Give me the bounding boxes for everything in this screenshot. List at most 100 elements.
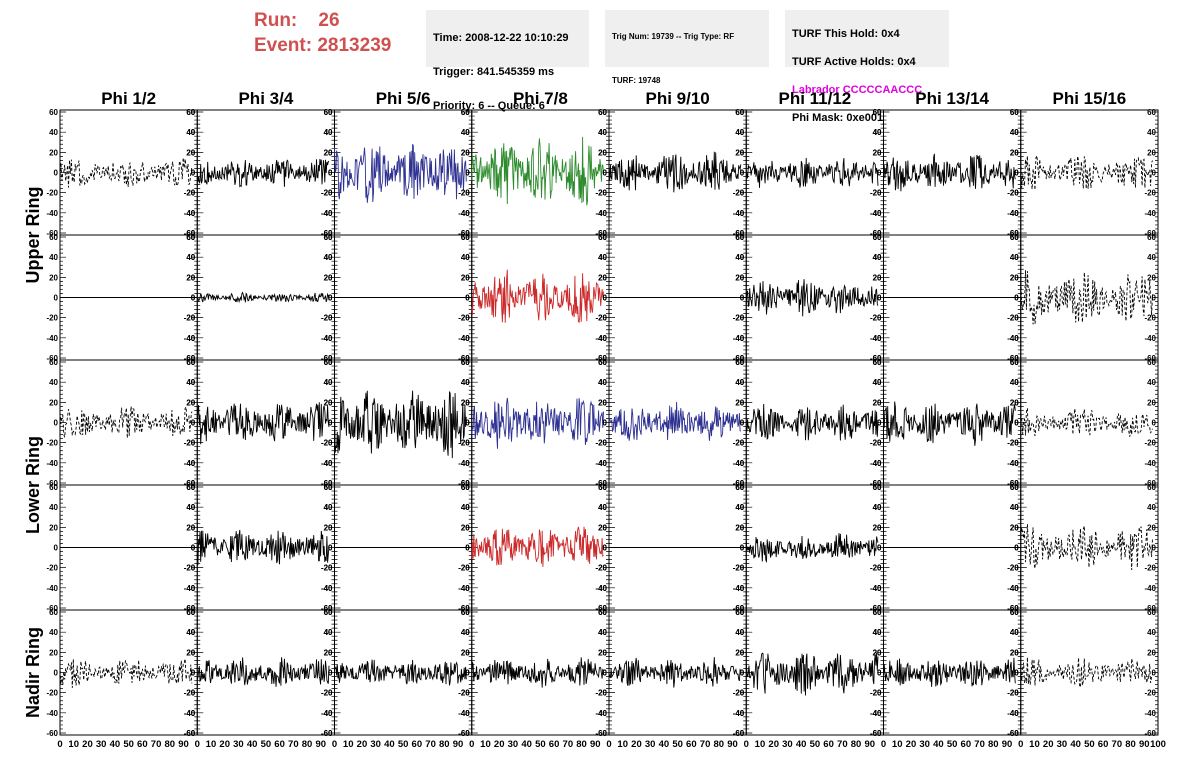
y-tick-right-r3-c6--60: -60 — [870, 479, 882, 488]
x-tick-c8-0: 0 — [1018, 739, 1023, 750]
panel-ticks-r2-c3 — [334, 236, 472, 359]
y-tick-right-r1-c1--20: -20 — [184, 189, 196, 198]
y-tick-right-r2-c5-40: 40 — [735, 253, 744, 262]
y-tick-right-r5-c7-60: 60 — [1010, 608, 1019, 617]
y-tick-right-r5-c2--60: -60 — [321, 729, 333, 738]
y-tick-right-r2-c6--40: -40 — [870, 334, 882, 343]
y-tick-left-r2-c1--40: -40 — [46, 334, 58, 343]
panel-frame-r3-c8 — [1020, 359, 1159, 486]
y-tick-left-r2-c5-20: 20 — [598, 273, 607, 282]
y-tick-left-r4-c7--40: -40 — [870, 584, 882, 593]
y-tick-left-r1-c3-20: 20 — [324, 148, 333, 157]
y-tick-right-r2-c8-20: 20 — [1147, 273, 1156, 282]
waveform-r5-c7 — [883, 657, 1016, 687]
y-tick-left-r2-c5--20: -20 — [595, 314, 607, 323]
labrador-text: Labrador CCCCCAACCC — [792, 84, 923, 96]
y-tick-right-r2-c5--40: -40 — [733, 334, 745, 343]
y-tick-right-r2-c3-40: 40 — [461, 253, 470, 262]
y-tick-left-r3-c5--60: -60 — [595, 479, 607, 488]
y-tick-right-r2-c8-60: 60 — [1147, 233, 1156, 242]
y-tick-right-r2-c6--20: -20 — [870, 314, 882, 323]
y-tick-left-r3-c3-60: 60 — [324, 358, 333, 367]
y-tick-left-r5-c6--40: -40 — [733, 709, 745, 718]
y-tick-left-r1-c1-20: 20 — [49, 148, 58, 157]
y-tick-left-r4-c7-0: 0 — [877, 544, 882, 553]
y-tick-right-r3-c7--60: -60 — [1007, 479, 1019, 488]
y-tick-left-r4-c7--20: -20 — [870, 564, 882, 573]
y-tick-right-r1-c6--20: -20 — [870, 189, 882, 198]
panel-ticks-r1-c7 — [883, 111, 1021, 234]
x-tick-c4-50: 50 — [535, 739, 546, 750]
y-tick-left-r1-c8--20: -20 — [1007, 189, 1019, 198]
y-tick-right-r2-c7-60: 60 — [1010, 233, 1019, 242]
y-tick-right-r3-c3-0: 0 — [465, 419, 470, 428]
trig-num-text: Trig Num: 19739 -- Trig Type: RF — [612, 32, 735, 41]
y-tick-left-r5-c1--20: -20 — [46, 689, 58, 698]
panel-ticks-r1-c6 — [746, 111, 884, 234]
y-tick-left-r5-c5--20: -20 — [595, 689, 607, 698]
y-tick-right-r2-c6-60: 60 — [873, 233, 882, 242]
y-tick-right-r5-c3-20: 20 — [461, 648, 470, 657]
y-tick-right-r2-c8--40: -40 — [1144, 334, 1156, 343]
y-tick-left-r1-c5-40: 40 — [598, 128, 607, 137]
y-tick-right-r5-c1-40: 40 — [186, 628, 195, 637]
y-tick-right-r3-c2-0: 0 — [328, 419, 333, 428]
y-tick-left-r2-c1--20: -20 — [46, 314, 58, 323]
column-header-5: Phi 9/10 — [645, 89, 709, 108]
x-tick-c7-50: 50 — [947, 739, 958, 750]
y-tick-right-r5-c5--60: -60 — [733, 729, 745, 738]
y-tick-left-r2-c6--40: -40 — [733, 334, 745, 343]
panel-ticks-r5-c3 — [334, 611, 472, 734]
y-tick-left-r4-c1--20: -20 — [46, 564, 58, 573]
panel-ticks-r4-c7 — [883, 486, 1021, 609]
y-tick-right-r3-c6-40: 40 — [873, 378, 882, 387]
y-tick-right-r2-c4-0: 0 — [603, 294, 608, 303]
y-tick-right-r2-c5--60: -60 — [733, 354, 745, 363]
y-tick-right-r3-c1--20: -20 — [184, 439, 196, 448]
y-tick-right-r4-c1--60: -60 — [184, 604, 196, 613]
y-tick-left-r1-c2--20: -20 — [184, 189, 196, 198]
x-tick-c1-30: 30 — [96, 739, 107, 750]
y-tick-right-r4-c3-40: 40 — [461, 503, 470, 512]
y-tick-left-r1-c6-60: 60 — [735, 108, 744, 117]
y-tick-right-r3-c4--20: -20 — [595, 439, 607, 448]
x-tick-c8-40: 40 — [1070, 739, 1081, 750]
y-tick-right-r4-c4--40: -40 — [595, 584, 607, 593]
x-tick-c1-60: 60 — [137, 739, 148, 750]
time-info-box: Time: 2008-12-22 10:10:29 Trigger: 841.5… — [426, 10, 589, 112]
y-tick-right-r4-c1-40: 40 — [186, 503, 195, 512]
y-tick-left-r1-c3--20: -20 — [321, 189, 333, 198]
y-tick-left-r3-c2--40: -40 — [184, 459, 196, 468]
y-tick-right-r2-c5-20: 20 — [735, 273, 744, 282]
y-tick-right-r1-c2-40: 40 — [324, 128, 333, 137]
x-tick-c6-30: 30 — [782, 739, 793, 750]
y-tick-left-r5-c1-60: 60 — [49, 608, 58, 617]
y-tick-right-r1-c3--40: -40 — [458, 209, 470, 218]
y-tick-left-r5-c5-60: 60 — [598, 608, 607, 617]
y-tick-left-r4-c8-40: 40 — [1010, 503, 1019, 512]
y-tick-right-r5-c4--20: -20 — [595, 689, 607, 698]
y-tick-left-r5-c7--40: -40 — [870, 709, 882, 718]
y-tick-left-r5-c2-60: 60 — [186, 608, 195, 617]
y-tick-right-r1-c3-40: 40 — [461, 128, 470, 137]
y-tick-left-r5-c1-40: 40 — [49, 628, 58, 637]
panel-ticks-r3-c1 — [60, 361, 198, 484]
y-tick-left-r5-c5-20: 20 — [598, 648, 607, 657]
y-tick-left-r1-c7--40: -40 — [870, 209, 882, 218]
y-tick-right-r5-c1-0: 0 — [191, 669, 196, 678]
y-tick-right-r1-c2-60: 60 — [324, 108, 333, 117]
panel-ticks-r2-c8 — [1020, 236, 1158, 359]
waveform-r4-c8 — [1020, 524, 1153, 571]
y-tick-right-r4-c1-20: 20 — [186, 523, 195, 532]
waveform-r3-c7 — [883, 401, 1016, 446]
y-tick-right-r3-c4-60: 60 — [598, 358, 607, 367]
y-tick-left-r1-c7-60: 60 — [873, 108, 882, 117]
y-tick-left-r3-c7--40: -40 — [870, 459, 882, 468]
y-tick-left-r4-c1-60: 60 — [49, 483, 58, 492]
y-tick-right-r1-c3--60: -60 — [458, 229, 470, 238]
y-tick-left-r1-c4--40: -40 — [458, 209, 470, 218]
y-tick-left-r5-c2--40: -40 — [184, 709, 196, 718]
y-tick-left-r2-c5--40: -40 — [595, 334, 607, 343]
waveform-r1-c8 — [1020, 154, 1153, 190]
y-tick-left-r2-c7--40: -40 — [870, 334, 882, 343]
